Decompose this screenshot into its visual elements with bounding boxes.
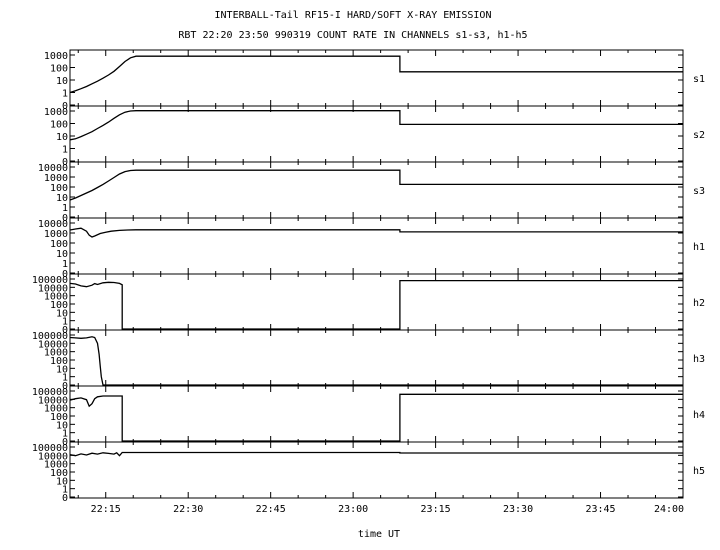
y-tick-label-h5: 1000 (44, 460, 68, 471)
x-axis: 22:15 22:30 22:45 23:00 23:15 23:30 23:45 24:00 (91, 504, 684, 515)
y-tick-label-s3: 100 (50, 183, 68, 194)
channel-label-h4: h4 (693, 410, 705, 421)
panel-frame-h5 (69, 441, 684, 499)
y-tick-label-s3: 0 (62, 213, 68, 224)
y-tick-label-h4: 10000 (38, 395, 68, 406)
y-tick-label-h3: 100 (50, 356, 68, 367)
y-tick-label-s2: 1 (62, 145, 68, 156)
panel-frame-s2 (69, 105, 684, 163)
y-tick-label-s2: 0 (62, 157, 68, 168)
y-tick-label-h1: 0 (62, 269, 68, 280)
y-tick-label-h4: 100000 (32, 387, 68, 398)
x-tick-label: 22:45 (256, 504, 286, 515)
chart-title: INTERBALL-Tail RF15-I HARD/SOFT X-RAY EM… (215, 10, 492, 21)
x-tick-label: 22:15 (91, 504, 121, 515)
y-tick-label-h3: 10 (56, 364, 68, 375)
panel-frame-h1 (69, 217, 684, 275)
y-tick-label-h2: 100 (50, 300, 68, 311)
y-tick-label-h2: 1000 (44, 292, 68, 303)
series-line-h1 (69, 227, 683, 238)
channel-label-h1: h1 (693, 242, 705, 253)
y-tick-label-h5: 1 (62, 485, 68, 496)
channel-label-s2: s2 (693, 130, 705, 141)
y-tick-label-h4: 100 (50, 412, 68, 423)
panel-frame-s1 (69, 49, 684, 107)
y-tick-label-h5: 100 (50, 468, 68, 479)
y-tick-label-s1: 100 (50, 64, 68, 75)
y-tick-label-h1: 1000 (44, 229, 68, 240)
series-line-h3 (69, 336, 683, 386)
y-tick-label-s2: 10 (56, 132, 68, 143)
y-tick-label-s3: 10000 (38, 163, 68, 174)
y-tick-label-h2: 10 (56, 308, 68, 319)
y-tick-label-h3: 10000 (38, 339, 68, 350)
y-tick-label-s2: 1000 (44, 107, 68, 118)
channel-label-h3: h3 (693, 354, 705, 365)
panel-frame-h3 (69, 329, 684, 387)
y-tick-label-h2: 0 (62, 325, 68, 336)
y-tick-label-h4: 1000 (44, 404, 68, 415)
x-tick-label: 23:15 (421, 504, 451, 515)
channel-label-h2: h2 (693, 298, 705, 309)
chart-subtitle: RBT 22:20 23:50 990319 COUNT RATE IN CHA… (178, 30, 527, 41)
y-tick-label-h5: 10000 (38, 451, 68, 462)
y-tick-label-s1: 0 (62, 101, 68, 112)
series-line-h5 (69, 451, 683, 457)
y-tick-label-s1: 10 (56, 76, 68, 87)
y-tick-label-h4: 10 (56, 420, 68, 431)
channel-label-s3: s3 (693, 186, 705, 197)
x-tick-label: 24:00 (654, 504, 684, 515)
x-tick-label: 22:30 (173, 504, 203, 515)
x-tick-label: 23:45 (585, 504, 615, 515)
series-line-s2 (69, 110, 683, 141)
channel-label-s1: s1 (693, 74, 705, 85)
y-tick-label-h3: 0 (62, 381, 68, 392)
x-tick-label: 23:00 (338, 504, 368, 515)
x-tick-label: 23:30 (503, 504, 533, 515)
series-line-s1 (69, 55, 683, 94)
y-tick-label-h4: 1 (62, 429, 68, 440)
y-tick-label-h5: 10 (56, 476, 68, 487)
series-line-s3 (69, 169, 683, 201)
channel-label-h5: h5 (693, 466, 705, 477)
series-line-h4 (69, 393, 683, 442)
y-tick-label-h1: 10000 (38, 219, 68, 230)
y-tick-label-h2: 10000 (38, 283, 68, 294)
y-tick-label-h3: 1 (62, 373, 68, 384)
series-line-h2 (69, 279, 683, 330)
x-axis-label: time UT (358, 529, 400, 540)
panel-frame-h2 (69, 273, 684, 331)
y-tick-label-s3: 1 (62, 203, 68, 214)
y-tick-label-h2: 100000 (32, 275, 68, 286)
y-tick-label-h2: 1 (62, 317, 68, 328)
y-tick-label-s3: 10 (56, 193, 68, 204)
y-tick-label-s2: 100 (50, 120, 68, 131)
y-tick-label-h1: 10 (56, 249, 68, 260)
y-tick-label-h1: 100 (50, 239, 68, 250)
y-tick-label-h3: 1000 (44, 348, 68, 359)
panels-group: 10001001010s110001001010s210000100010010… (32, 49, 705, 504)
y-tick-label-h1: 1 (62, 259, 68, 270)
y-tick-label-h4: 0 (62, 437, 68, 448)
y-tick-label-s1: 1000 (44, 51, 68, 62)
y-tick-label-h5: 0 (62, 493, 68, 504)
y-tick-label-s1: 1 (62, 89, 68, 100)
y-tick-label-s3: 1000 (44, 173, 68, 184)
y-tick-label-h3: 100000 (32, 331, 68, 342)
y-tick-label-h5: 100000 (32, 443, 68, 454)
